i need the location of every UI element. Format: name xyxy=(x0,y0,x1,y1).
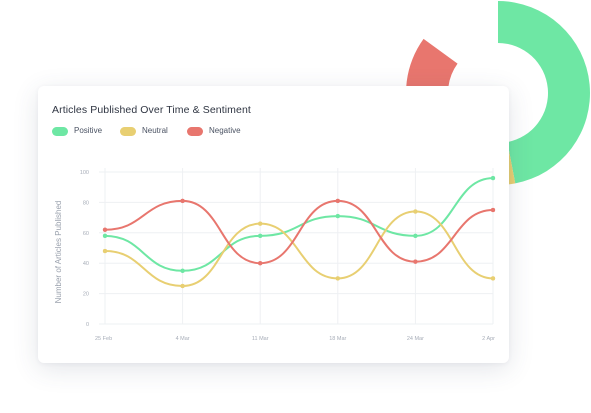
data-point-positive[interactable] xyxy=(335,213,341,219)
y-tick-label: 100 xyxy=(80,170,89,176)
x-tick-label: 11 Mar xyxy=(252,336,269,342)
data-point-positive[interactable] xyxy=(413,233,418,239)
data-point-negative[interactable] xyxy=(413,259,418,264)
data-point-neutral[interactable] xyxy=(335,276,341,281)
data-point-positive[interactable] xyxy=(257,233,263,239)
legend-swatch-positive xyxy=(52,127,68,136)
x-tick-label: 18 Mar xyxy=(329,336,346,342)
data-point-neutral[interactable] xyxy=(102,248,108,254)
series-line-neutral xyxy=(104,210,494,288)
y-tick-label: 0 xyxy=(86,322,89,328)
legend-label-neutral: Neutral xyxy=(142,126,168,135)
data-point-negative[interactable] xyxy=(490,207,496,213)
data-point-negative[interactable] xyxy=(335,198,341,204)
legend-swatch-neutral xyxy=(120,127,136,136)
line-chart: 0 20 40 60 80 100 25 Feb 4 Mar 11 Mar 18 Mar 24 Ma… xyxy=(54,168,496,342)
y-tick-label: 80 xyxy=(83,200,89,206)
chart-card: Articles Published Over Time & Sentiment… xyxy=(38,86,509,363)
series-line-positive xyxy=(104,177,494,272)
x-tick-label: 4 Mar xyxy=(176,336,190,342)
legend-label-positive: Positive xyxy=(74,126,103,135)
y-tick-label: 20 xyxy=(83,292,89,298)
chart-title: Articles Published Over Time & Sentiment xyxy=(52,104,251,116)
legend-swatch-negative xyxy=(187,127,203,136)
data-point-positive[interactable] xyxy=(490,175,496,181)
y-axis-label: Number of Articles Published xyxy=(54,201,63,304)
y-tick-label: 60 xyxy=(83,231,89,237)
series-line-negative xyxy=(104,199,494,265)
y-tick-label: 40 xyxy=(83,261,89,267)
data-point-neutral[interactable] xyxy=(413,209,418,214)
legend-label-negative: Negative xyxy=(209,126,241,135)
donut-slice xyxy=(498,1,590,184)
data-point-neutral[interactable] xyxy=(490,276,496,281)
data-point-neutral[interactable] xyxy=(180,283,185,289)
data-point-negative[interactable] xyxy=(257,260,263,266)
data-point-negative[interactable] xyxy=(180,198,185,204)
x-tick-label: 24 Mar xyxy=(407,336,424,342)
x-tick-label: 25 Feb xyxy=(95,336,112,342)
data-point-positive[interactable] xyxy=(180,268,185,274)
data-point-positive[interactable] xyxy=(102,233,108,239)
data-point-neutral[interactable] xyxy=(257,221,263,226)
x-tick-label: 2 Apr xyxy=(482,336,495,342)
data-point-negative[interactable] xyxy=(102,227,108,233)
